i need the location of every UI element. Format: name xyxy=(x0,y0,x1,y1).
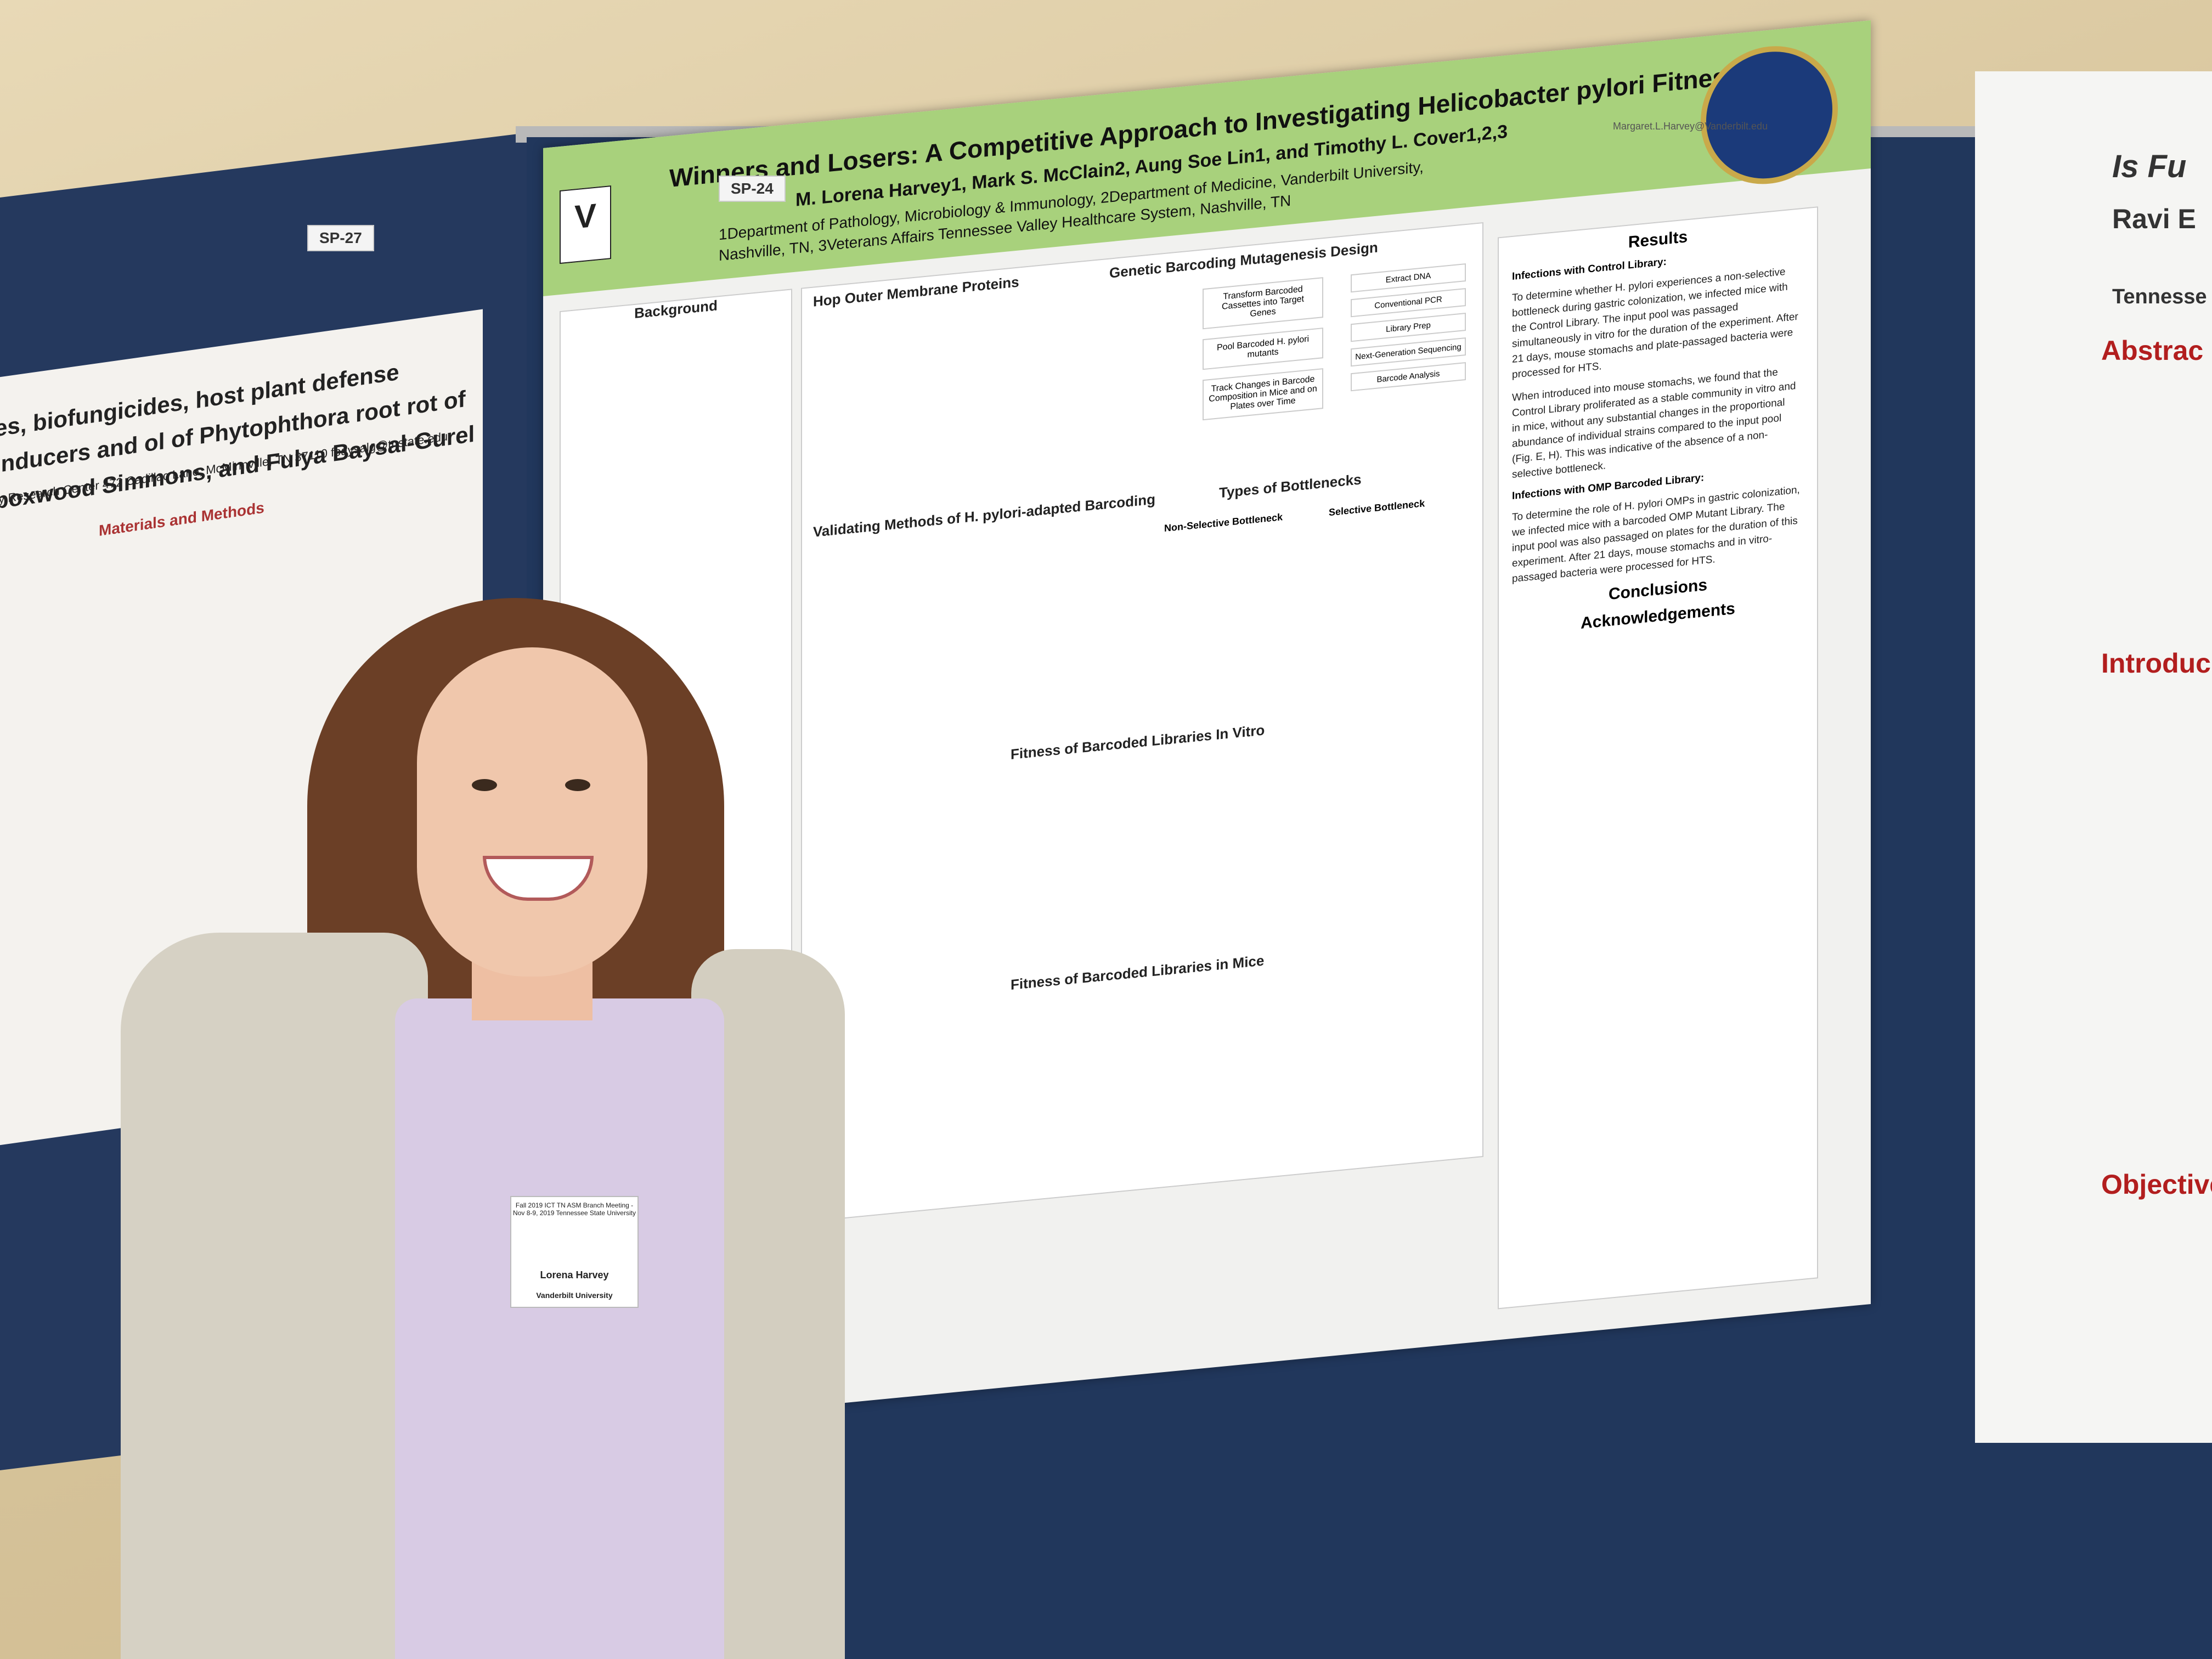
flow-step-1: Transform Barcoded Cassettes into Target… xyxy=(1203,277,1323,330)
badge-header: Fall 2019 ICT TN ASM Branch Meeting - No… xyxy=(513,1201,636,1217)
name-badge: Fall 2019 ICT TN ASM Branch Meeting - No… xyxy=(510,1196,639,1308)
poster-email: Margaret.L.Harvey@Vanderbilt.edu xyxy=(1613,121,1768,132)
flow-right-5: Barcode Analysis xyxy=(1351,362,1466,392)
right-poster-abstract-heading: Abstrac xyxy=(2101,335,2204,366)
left-poster-materials-heading: Materials and Methods xyxy=(99,499,264,539)
validating-heading: Validating Methods of H. pylori-adapted … xyxy=(813,490,1156,540)
non-selective-label: Non-Selective Bottleneck xyxy=(1164,511,1283,534)
in-vitro-heading: Fitness of Barcoded Libraries In Vitro xyxy=(1011,721,1265,763)
selective-label: Selective Bottleneck xyxy=(1329,498,1425,518)
vanderbilt-logo: V xyxy=(560,185,611,264)
mice-heading: Fitness of Barcoded Libraries in Mice xyxy=(1011,952,1265,993)
right-eye xyxy=(565,779,590,791)
flow-step-3: Track Changes in Barcode Composition in … xyxy=(1203,368,1323,421)
flow-right-1: Extract DNA xyxy=(1351,263,1466,293)
flow-step-2: Pool Barcoded H. pylori mutants xyxy=(1203,328,1323,370)
person-jacket-left xyxy=(121,933,428,1659)
bottlenecks-heading: Types of Bottlenecks xyxy=(1219,471,1362,501)
badge-name: Lorena Harvey xyxy=(540,1269,609,1280)
right-poster: Is Fu Ravi E Tennesse Abstrac Introduc O… xyxy=(1975,71,2212,1443)
left-poster-tag: SP-27 xyxy=(307,225,374,251)
hop-heading: Hop Outer Membrane Proteins xyxy=(813,273,1019,310)
flow-right-3: Library Prep xyxy=(1351,313,1466,342)
methods-panel: Hop Outer Membrane Proteins Genetic Barc… xyxy=(801,222,1483,1223)
main-poster-tag: SP-24 xyxy=(719,176,786,202)
person-face xyxy=(417,647,647,977)
right-poster-objective-heading: Objective xyxy=(2101,1169,2212,1200)
right-poster-title: Is Fu xyxy=(2112,149,2187,184)
person-blouse xyxy=(395,998,724,1659)
genetic-heading: Genetic Barcoding Mutagenesis Design xyxy=(1109,239,1378,281)
results-panel: Results Infections with Control Library:… xyxy=(1498,206,1818,1310)
flow-right-4: Next-Generation Sequencing xyxy=(1351,337,1466,367)
right-poster-intro-heading: Introduc xyxy=(2101,648,2211,679)
right-poster-author: Ravi E xyxy=(2112,204,2196,234)
background-heading: Background xyxy=(634,297,718,322)
flow-right-2: Conventional PCR xyxy=(1351,288,1466,318)
right-poster-affiliation: Tennesse xyxy=(2112,285,2207,308)
left-eye xyxy=(472,779,497,791)
badge-org: Vanderbilt University xyxy=(536,1291,613,1300)
